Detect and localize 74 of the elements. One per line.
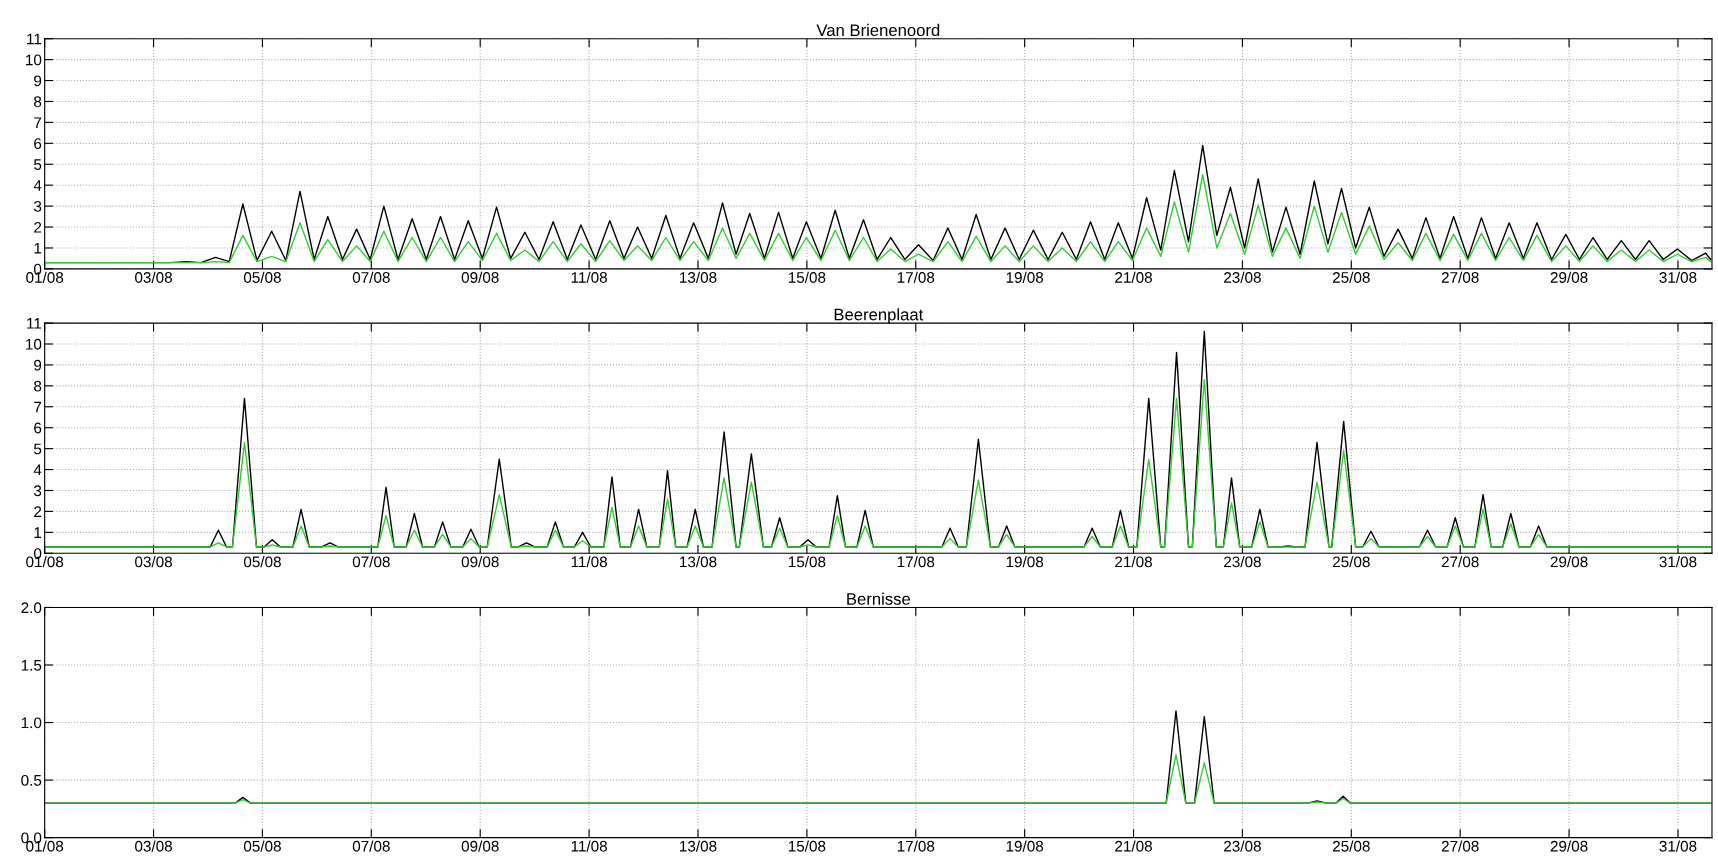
y-tick-label: 3 [33, 485, 42, 497]
x-tick-label: 21/08 [1115, 271, 1152, 283]
y-tick-label: 9 [34, 75, 42, 87]
y-tick-label: 6 [34, 138, 42, 150]
y-tick-label: 0.5 [21, 774, 42, 786]
chart-title: Beerenplaat [834, 308, 924, 324]
y-tick-label: 5 [34, 443, 42, 455]
y-tick-label: 11 [27, 318, 42, 329]
x-tick-label: 07/08 [352, 840, 390, 852]
x-tick-label: 07/08 [352, 271, 390, 283]
x-tick-label: 25/08 [1332, 556, 1370, 568]
x-tick-label: 25/08 [1332, 271, 1370, 283]
x-tick-label: 31/08 [1659, 556, 1697, 568]
y-tick-label: 10 [26, 54, 42, 66]
y-tick-label: 3 [33, 200, 42, 212]
x-tick-label: 11/08 [571, 840, 607, 852]
y-tick-label: 1 [34, 527, 42, 538]
x-tick-label: 13/08 [680, 271, 717, 283]
y-tick-label: 9 [34, 359, 42, 371]
x-tick-label: 03/08 [135, 556, 173, 568]
x-tick-label: 15/08 [788, 840, 826, 852]
y-tick-label: 4 [33, 464, 42, 476]
x-tick-label: 03/08 [135, 271, 173, 283]
x-tick-label: 05/08 [243, 271, 281, 283]
x-tick-label: 27/08 [1441, 840, 1479, 852]
y-tick-label: 11 [27, 33, 42, 45]
x-tick-label: 29/08 [1550, 840, 1588, 852]
x-tick-label: 19/08 [1006, 840, 1044, 852]
y-tick-label: 6 [34, 422, 42, 434]
chart-title: Bernisse [847, 592, 911, 605]
x-tick-label: 13/08 [680, 556, 717, 568]
y-tick-label: 10 [26, 338, 42, 350]
x-tick-label: 05/08 [243, 840, 281, 852]
x-tick-label: 11/08 [571, 271, 607, 283]
x-tick-label: 15/08 [788, 271, 826, 283]
y-tick-label: 4 [33, 180, 42, 191]
y-tick-label: 8 [34, 96, 42, 108]
x-tick-label: 25/08 [1332, 840, 1370, 852]
x-tick-label: 19/08 [1006, 556, 1044, 568]
x-tick-label: 27/08 [1441, 556, 1479, 568]
y-tick-label: 1 [34, 242, 42, 254]
chart-title: Van Brienenoord [816, 23, 940, 37]
x-tick-label: 17/08 [897, 556, 935, 568]
x-tick-label: 09/08 [461, 556, 499, 568]
y-tick-label: 7 [34, 401, 42, 413]
x-tick-label: 31/08 [1659, 840, 1697, 852]
y-tick-label: 1.5 [21, 660, 42, 671]
x-tick-label: 23/08 [1224, 840, 1261, 852]
y-tick-label: 8 [34, 380, 42, 392]
x-tick-label: 29/08 [1550, 556, 1588, 568]
y-tick-label: 2.0 [21, 602, 42, 614]
x-tick-label: 17/08 [897, 271, 935, 283]
x-tick-label: 23/08 [1224, 271, 1261, 283]
x-tick-label: 27/08 [1441, 271, 1479, 283]
y-tick-label: 7 [34, 117, 42, 128]
x-tick-label: 23/08 [1224, 556, 1261, 568]
x-tick-label: 09/08 [461, 840, 499, 852]
x-tick-label: 29/08 [1550, 271, 1588, 283]
x-tick-label: 21/08 [1115, 556, 1152, 568]
x-tick-label: 15/08 [788, 556, 826, 568]
x-tick-label: 17/08 [897, 840, 935, 852]
y-tick-label: 2 [34, 506, 42, 517]
x-tick-label: 09/08 [461, 271, 499, 283]
x-tick-label: 13/08 [680, 840, 717, 852]
y-tick-label: 2 [34, 221, 42, 233]
x-tick-label: 19/08 [1006, 271, 1044, 283]
x-tick-label: 07/08 [352, 556, 390, 568]
x-tick-label: 31/08 [1659, 271, 1697, 283]
x-tick-label: 03/08 [135, 840, 173, 852]
x-tick-label: 21/08 [1115, 840, 1152, 852]
y-tick-label: 5 [34, 159, 42, 170]
x-tick-label: 05/08 [243, 556, 281, 568]
y-tick-label: 1.0 [21, 717, 42, 729]
x-tick-label: 11/08 [571, 556, 607, 568]
